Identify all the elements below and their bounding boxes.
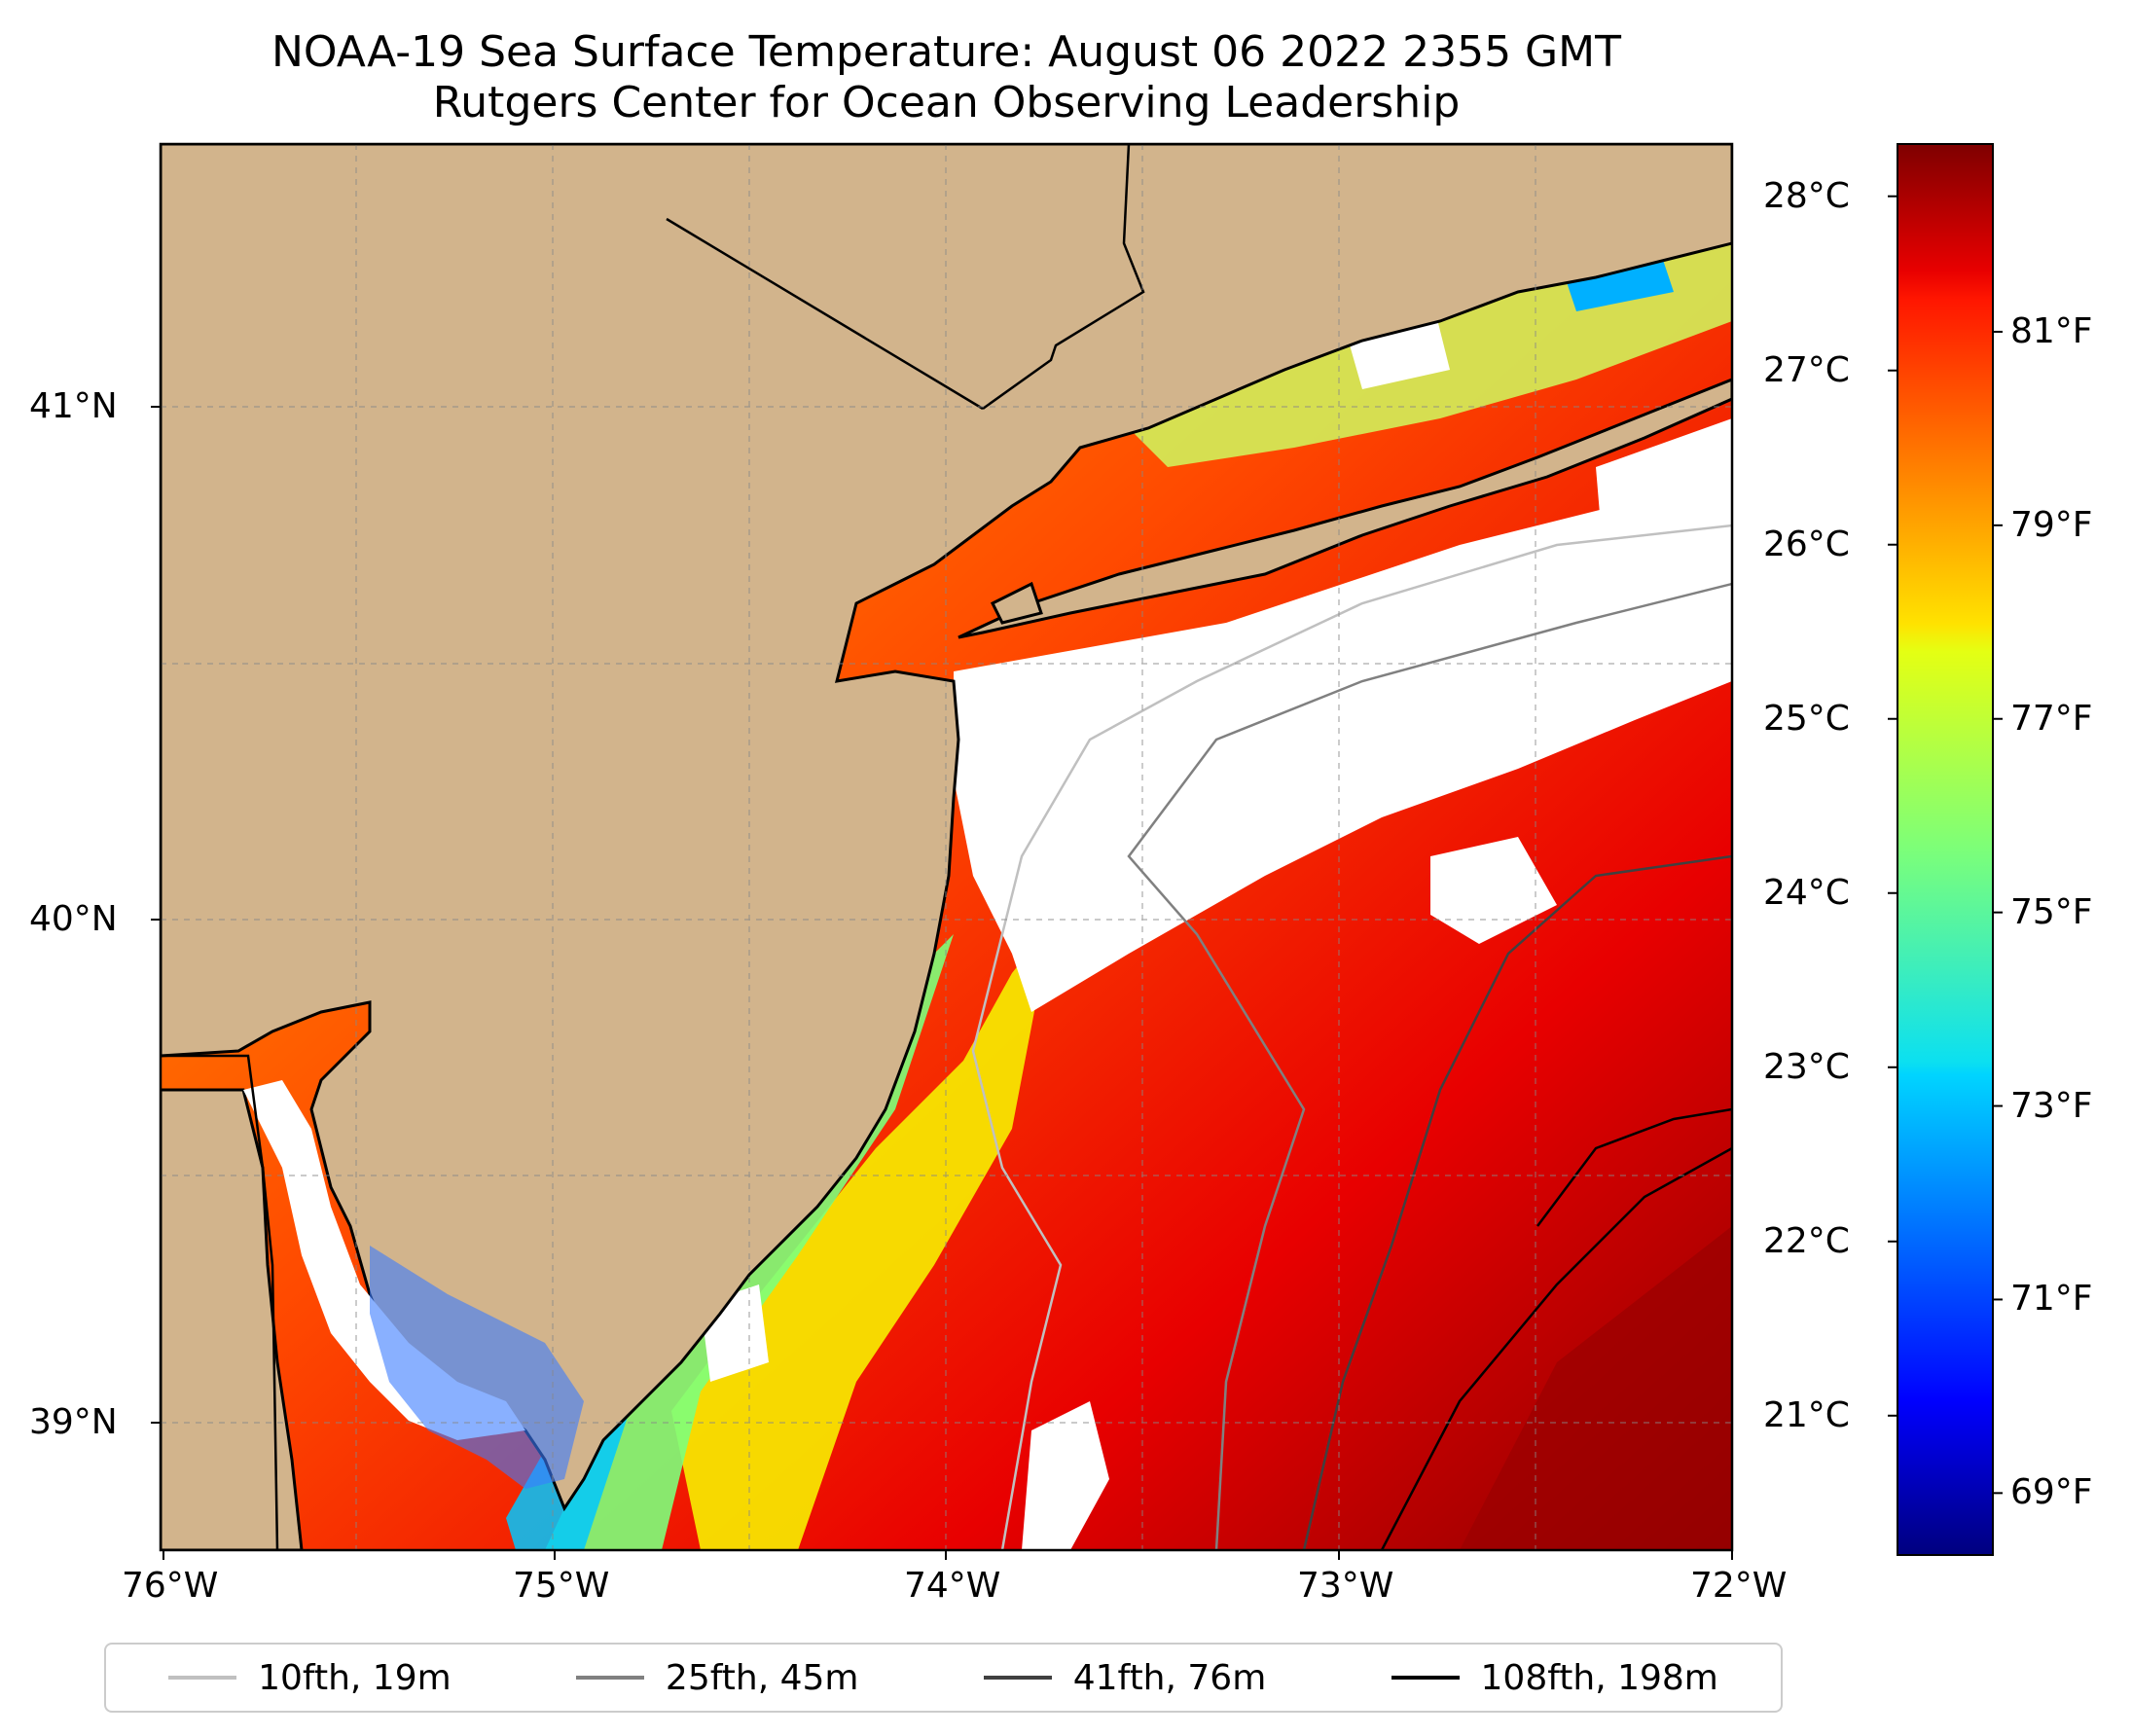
colorbar xyxy=(1897,143,1994,1556)
colorbar-celsius-label: 23°C xyxy=(1763,1046,1850,1087)
map-panel xyxy=(161,144,1732,1550)
graticule xyxy=(161,144,1732,1550)
colorbar-fahrenheit-label: 81°F xyxy=(2010,310,2093,351)
colorbar-celsius-label: 25°C xyxy=(1763,698,1850,739)
colorbar-fahrenheit-label: 69°F xyxy=(2010,1472,2093,1513)
lon-tick-label: 75°W xyxy=(513,1566,610,1606)
colorbar-celsius-label: 28°C xyxy=(1763,175,1850,216)
legend-item: 10fth, 19m xyxy=(168,1658,452,1698)
lon-tick-label: 72°W xyxy=(1690,1566,1788,1606)
legend-line-25fth xyxy=(575,1676,644,1680)
legend-item: 25fth, 45m xyxy=(575,1657,859,1698)
colorbar-celsius-label: 22°C xyxy=(1763,1220,1850,1261)
legend-label: 25fth, 45m xyxy=(665,1657,859,1698)
colorbar-celsius-label: 21°C xyxy=(1763,1394,1850,1435)
legend-item: 108fth, 198m xyxy=(1391,1658,1718,1698)
colorbar-fahrenheit-label: 73°F xyxy=(2010,1085,2093,1126)
legend-label: 108fth, 198m xyxy=(1480,1657,1718,1698)
lat-tick-label: 39°N xyxy=(29,1402,118,1442)
colorbar-fahrenheit-label: 75°F xyxy=(2010,891,2093,932)
lon-tick-label: 74°W xyxy=(904,1566,1001,1606)
chart-subtitle: Rutgers Center for Ocean Observing Leade… xyxy=(432,78,1461,127)
map-ticks xyxy=(151,406,1733,1560)
legend-line-10fth xyxy=(168,1676,237,1680)
legend-label: 41fth, 76m xyxy=(1072,1657,1267,1698)
lon-tick-label: 73°W xyxy=(1297,1566,1394,1606)
no-data-cloud-2 xyxy=(1022,1401,1109,1550)
warm-yellow-band xyxy=(671,924,1051,1550)
colorbar-celsius-label: 27°C xyxy=(1763,349,1850,390)
colorbar-fahrenheit-label: 77°F xyxy=(2010,698,2093,739)
no-data-cloud-1 xyxy=(954,457,1732,1012)
chart-title: NOAA-19 Sea Surface Temperature: August … xyxy=(271,27,1621,77)
lat-tick-label: 40°N xyxy=(29,899,118,939)
legend-item: 41fth, 76m xyxy=(983,1657,1267,1698)
colorbar-celsius-label: 26°C xyxy=(1763,524,1850,564)
bathymetry-contours xyxy=(971,524,1732,1550)
lat-tick-label: 41°N xyxy=(29,386,118,426)
contour-legend: 10fth, 19m 25fth, 45m 41fth, 76m 108fth,… xyxy=(104,1643,1783,1713)
colorbar-celsius-label: 24°C xyxy=(1763,872,1850,913)
legend-line-41fth xyxy=(983,1676,1052,1680)
state-borders xyxy=(161,144,1145,1550)
colorbar-fahrenheit-label: 79°F xyxy=(2010,504,2093,545)
legend-label: 10fth, 19m xyxy=(258,1657,452,1698)
legend-line-108fth xyxy=(1391,1676,1460,1680)
colorbar-fahrenheit-label: 71°F xyxy=(2010,1279,2093,1320)
lon-tick-label: 76°W xyxy=(122,1566,219,1606)
